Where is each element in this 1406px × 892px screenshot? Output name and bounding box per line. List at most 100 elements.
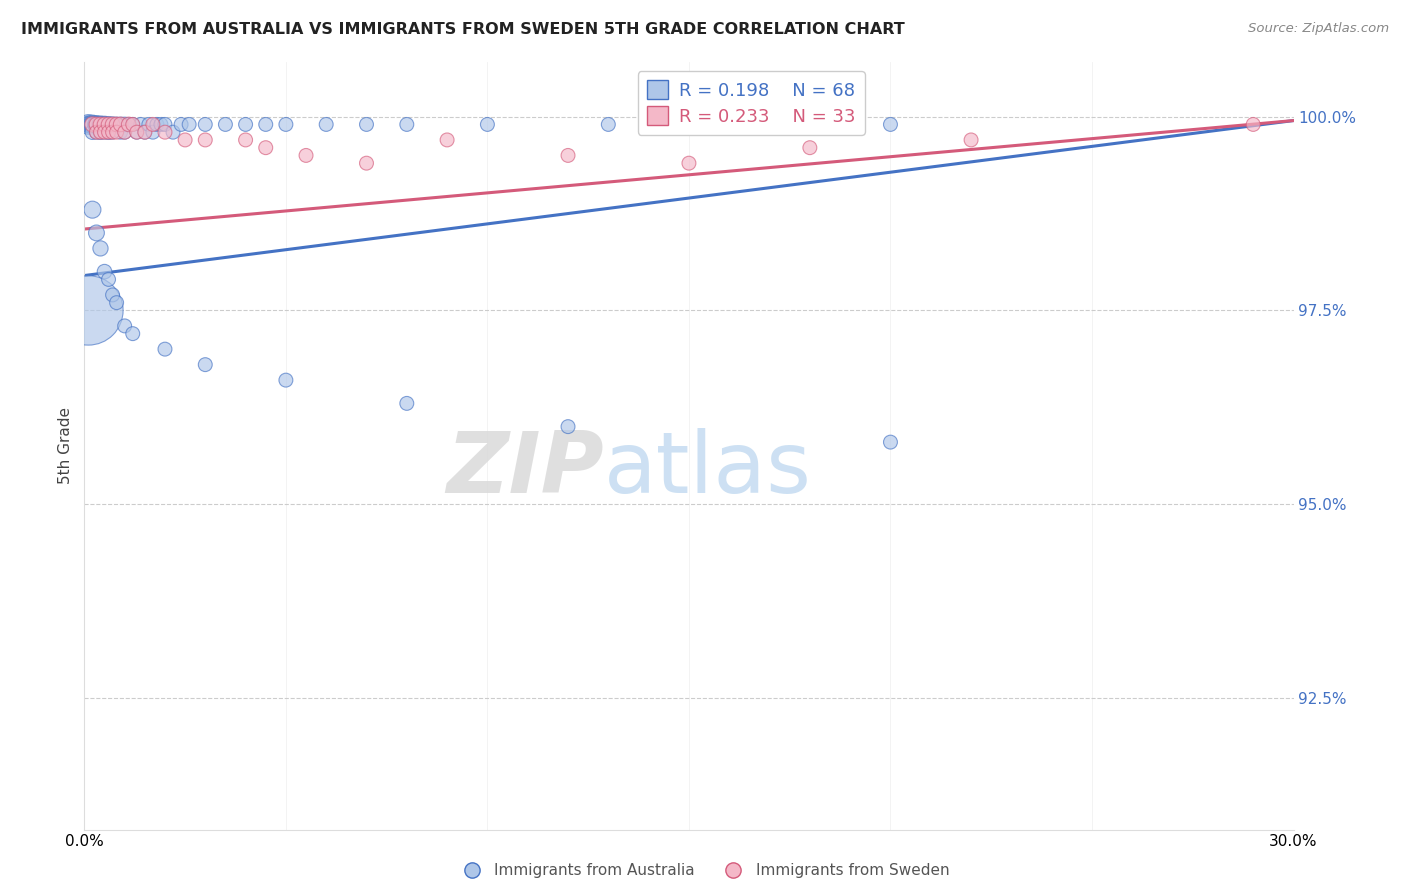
- Point: [97, 117, 120, 131]
- Point: [254, 141, 277, 155]
- Point: [142, 125, 165, 139]
- Point: [93, 117, 115, 131]
- Point: [82, 117, 104, 131]
- Point: [89, 117, 111, 131]
- Point: [129, 117, 152, 131]
- Point: [149, 117, 172, 131]
- Point: [118, 117, 141, 131]
- Point: [82, 125, 104, 139]
- Point: [315, 117, 337, 131]
- Point: [295, 148, 318, 162]
- Point: [82, 117, 104, 131]
- Point: [86, 226, 108, 240]
- Point: [436, 133, 458, 147]
- Text: IMMIGRANTS FROM AUSTRALIA VS IMMIGRANTS FROM SWEDEN 5TH GRADE CORRELATION CHART: IMMIGRANTS FROM AUSTRALIA VS IMMIGRANTS …: [21, 22, 905, 37]
- Point: [879, 435, 901, 450]
- Point: [174, 133, 197, 147]
- Text: atlas: atlas: [605, 427, 813, 510]
- Point: [121, 117, 143, 131]
- Text: Source: ZipAtlas.com: Source: ZipAtlas.com: [1249, 22, 1389, 36]
- Point: [1241, 117, 1264, 131]
- Point: [194, 133, 217, 147]
- Point: [194, 358, 217, 372]
- Point: [101, 117, 124, 131]
- Point: [82, 117, 104, 131]
- Point: [89, 241, 111, 255]
- Point: [89, 125, 111, 139]
- Point: [89, 117, 111, 131]
- Point: [93, 117, 115, 131]
- Point: [125, 125, 148, 139]
- Point: [194, 117, 217, 131]
- Point: [110, 125, 132, 139]
- Point: [105, 117, 128, 131]
- Point: [82, 117, 104, 131]
- Point: [134, 125, 156, 139]
- Point: [114, 125, 136, 139]
- Point: [77, 117, 100, 131]
- Point: [598, 117, 620, 131]
- Point: [162, 125, 184, 139]
- Legend: R = 0.198    N = 68, R = 0.233    N = 33: R = 0.198 N = 68, R = 0.233 N = 33: [637, 71, 865, 135]
- Text: ZIP: ZIP: [447, 427, 605, 510]
- Point: [97, 125, 120, 139]
- Point: [77, 117, 100, 131]
- Point: [153, 342, 176, 356]
- Point: [254, 117, 277, 131]
- Point: [105, 117, 128, 131]
- Point: [356, 117, 378, 131]
- Point: [114, 117, 136, 131]
- Point: [82, 202, 104, 217]
- Point: [93, 117, 115, 131]
- Point: [356, 156, 378, 170]
- Point: [97, 125, 120, 139]
- Point: [89, 117, 111, 131]
- Point: [110, 117, 132, 131]
- Point: [101, 288, 124, 302]
- Point: [86, 117, 108, 131]
- Point: [170, 117, 193, 131]
- Point: [86, 117, 108, 131]
- Point: [77, 303, 100, 318]
- Point: [718, 117, 741, 131]
- Point: [89, 125, 111, 139]
- Point: [105, 117, 128, 131]
- Point: [235, 133, 257, 147]
- Point: [93, 125, 115, 139]
- Point: [799, 141, 821, 155]
- Point: [134, 125, 156, 139]
- Point: [146, 117, 169, 131]
- Point: [153, 117, 176, 131]
- Point: [101, 125, 124, 139]
- Point: [93, 125, 115, 139]
- Point: [214, 117, 236, 131]
- Point: [274, 373, 297, 387]
- Point: [86, 117, 108, 131]
- Point: [274, 117, 297, 131]
- Point: [678, 156, 700, 170]
- Point: [86, 125, 108, 139]
- Point: [77, 117, 100, 131]
- Point: [138, 117, 160, 131]
- Legend: Immigrants from Australia, Immigrants from Sweden: Immigrants from Australia, Immigrants fr…: [450, 857, 956, 884]
- Point: [142, 117, 165, 131]
- Point: [879, 117, 901, 131]
- Point: [395, 396, 418, 410]
- Point: [101, 125, 124, 139]
- Point: [114, 318, 136, 333]
- Point: [105, 295, 128, 310]
- Point: [179, 117, 201, 131]
- Point: [960, 133, 983, 147]
- Point: [114, 125, 136, 139]
- Point: [118, 117, 141, 131]
- Point: [125, 125, 148, 139]
- Point: [557, 148, 579, 162]
- Point: [395, 117, 418, 131]
- Point: [121, 117, 143, 131]
- Point: [97, 272, 120, 286]
- Y-axis label: 5th Grade: 5th Grade: [58, 408, 73, 484]
- Point: [93, 265, 115, 279]
- Point: [101, 117, 124, 131]
- Point: [97, 117, 120, 131]
- Point: [110, 117, 132, 131]
